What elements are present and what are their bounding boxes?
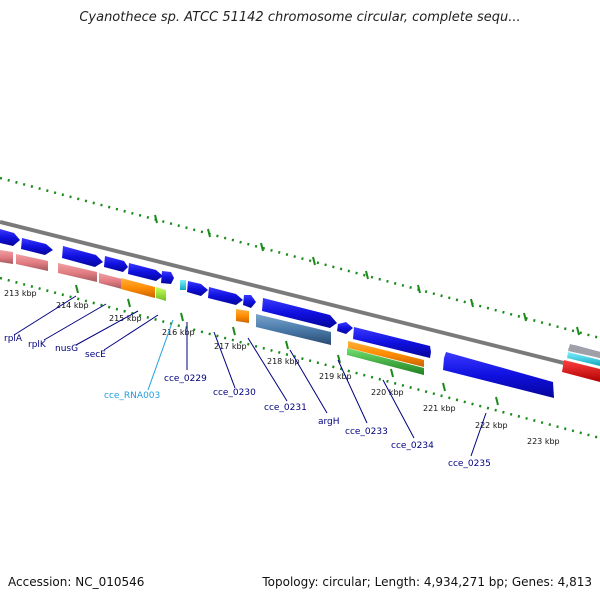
gene-label-secE[interactable]: secE <box>85 350 106 360</box>
feature-cds[interactable] <box>243 295 256 308</box>
feature-cds[interactable] <box>353 327 431 358</box>
feature-cds[interactable] <box>104 256 128 272</box>
genome-summary-text: Topology: circular; Length: 4,934,271 bp… <box>262 575 592 589</box>
feature-cds[interactable] <box>62 246 103 267</box>
feature-rrna[interactable] <box>0 250 13 264</box>
feature-ncrna[interactable] <box>567 352 600 366</box>
leader-rplA <box>13 295 77 336</box>
feature-cds[interactable] <box>208 287 243 305</box>
feature-green[interactable] <box>347 348 424 375</box>
gene-label-rplA[interactable]: rplA <box>4 334 23 344</box>
chromosome-backbone <box>0 220 600 374</box>
map-title: Cyanothece sp. ATCC 51142 chromosome cir… <box>79 10 521 25</box>
feature-pseudo[interactable] <box>256 314 331 345</box>
feature-trna[interactable] <box>121 278 155 298</box>
kbp-label: 217 kbp <box>214 342 247 351</box>
feature-cds[interactable] <box>187 281 208 296</box>
feature-trna[interactable] <box>236 309 249 323</box>
gene-labels: rplA rplK nusG secE cce_RNA003 cce_0229 … <box>4 334 491 469</box>
feature-cds[interactable] <box>443 352 554 398</box>
kbp-label: 218 kbp <box>267 357 300 366</box>
gene-label-cce-0231[interactable]: cce_0231 <box>264 403 307 413</box>
feature-ncrna[interactable] <box>180 280 186 290</box>
feature-cds[interactable] <box>21 238 53 255</box>
leader-argH <box>289 349 328 414</box>
leader-rplK <box>43 303 107 341</box>
gene-label-cce-0229[interactable]: cce_0229 <box>164 374 207 384</box>
feature-cds[interactable] <box>262 298 337 328</box>
gene-label-nusG[interactable]: nusG <box>55 344 78 354</box>
kbp-label: 221 kbp <box>423 404 456 413</box>
gene-label-cce-0233[interactable]: cce_0233 <box>345 427 388 437</box>
kbp-label: 216 kbp <box>162 328 195 337</box>
feature-rrna[interactable] <box>562 360 600 382</box>
features-forward <box>0 229 600 398</box>
leader-cce-0234 <box>382 379 415 439</box>
kbp-label: 222 kbp <box>475 421 508 430</box>
kbp-label: 220 kbp <box>371 388 404 397</box>
leader-cce-0230 <box>213 331 236 389</box>
accession-text: Accession: NC_010546 <box>8 575 145 589</box>
leader-cce-0235 <box>470 412 487 457</box>
feature-rrna[interactable] <box>16 254 48 271</box>
leader-nusG <box>75 310 139 346</box>
feature-cds[interactable] <box>161 271 174 284</box>
gene-label-cce-0235[interactable]: cce_0235 <box>448 459 491 469</box>
feature-misc[interactable] <box>156 287 166 301</box>
feature-cds[interactable] <box>0 229 20 246</box>
inner-major-ticks <box>75 284 499 406</box>
gene-leader-lines <box>13 295 487 457</box>
feature-cds[interactable] <box>337 322 353 334</box>
kbp-label: 213 kbp <box>4 289 37 298</box>
leader-cce-0231 <box>247 337 288 402</box>
leader-cce-RNA003 <box>147 319 174 391</box>
leader-cce-0233 <box>337 359 368 424</box>
feature-misc[interactable] <box>568 344 600 358</box>
outer-major-ticks <box>154 214 580 336</box>
feature-trna[interactable] <box>348 341 424 367</box>
kbp-label: 223 kbp <box>527 437 560 446</box>
gene-label-rplK[interactable]: rplK <box>28 340 47 350</box>
kbp-label: 219 kbp <box>319 372 352 381</box>
gene-label-cce-RNA003[interactable]: cce_RNA003 <box>104 391 160 401</box>
gene-label-argH[interactable]: argH <box>318 417 340 427</box>
leader-secE <box>103 314 159 351</box>
feature-cds[interactable] <box>128 263 163 281</box>
feature-rrna[interactable] <box>58 263 97 282</box>
gene-label-cce-0234[interactable]: cce_0234 <box>391 441 434 451</box>
features-reverse <box>0 250 424 375</box>
feature-rrna[interactable] <box>99 273 122 289</box>
kbp-label: 214 kbp <box>56 301 89 310</box>
gene-label-cce-0230[interactable]: cce_0230 <box>213 388 256 398</box>
